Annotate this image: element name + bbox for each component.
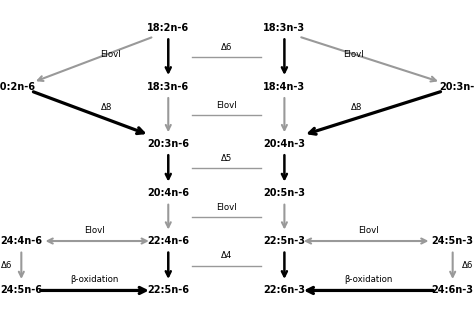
Text: 22:5n-3: 22:5n-3 (264, 236, 305, 246)
Text: 20:4n-3: 20:4n-3 (264, 139, 305, 149)
Text: Δ6: Δ6 (462, 261, 474, 270)
Text: 22:4n-6: 22:4n-6 (147, 236, 189, 246)
Text: 24:5n-3: 24:5n-3 (432, 236, 474, 246)
Text: 22:6n-3: 22:6n-3 (264, 286, 305, 295)
Text: Δ5: Δ5 (221, 154, 232, 163)
Text: 18:2n-6: 18:2n-6 (147, 23, 189, 33)
Text: Elovl: Elovl (216, 100, 237, 110)
Text: Elovl: Elovl (100, 49, 120, 59)
Text: 18:3n-3: 18:3n-3 (264, 23, 305, 33)
Text: 18:3n-6: 18:3n-6 (147, 82, 189, 91)
Text: 22:5n-6: 22:5n-6 (147, 286, 189, 295)
Text: Δ8: Δ8 (100, 103, 112, 112)
Text: Δ6: Δ6 (221, 43, 232, 52)
Text: 20:5n-3: 20:5n-3 (264, 188, 305, 198)
Text: 24:4n-6: 24:4n-6 (0, 236, 42, 246)
Text: 24:5n-6: 24:5n-6 (0, 286, 42, 295)
Text: Elovl: Elovl (343, 49, 364, 59)
Text: Elovl: Elovl (84, 226, 105, 235)
Text: Δ8: Δ8 (351, 103, 363, 112)
Text: 20:4n-6: 20:4n-6 (147, 188, 189, 198)
Text: 20:3n-6: 20:3n-6 (147, 139, 189, 149)
Text: Elovl: Elovl (358, 226, 379, 235)
Text: Elovl: Elovl (216, 202, 237, 211)
Text: 20:3n-3: 20:3n-3 (439, 82, 474, 91)
Text: 20:2n-6: 20:2n-6 (0, 82, 35, 91)
Text: Δ6: Δ6 (0, 261, 12, 270)
Text: β-oxidation: β-oxidation (344, 275, 393, 284)
Text: Δ4: Δ4 (221, 251, 232, 260)
Text: 18:4n-3: 18:4n-3 (264, 82, 305, 91)
Text: 24:6n-3: 24:6n-3 (432, 286, 474, 295)
Text: β-oxidation: β-oxidation (71, 275, 119, 284)
